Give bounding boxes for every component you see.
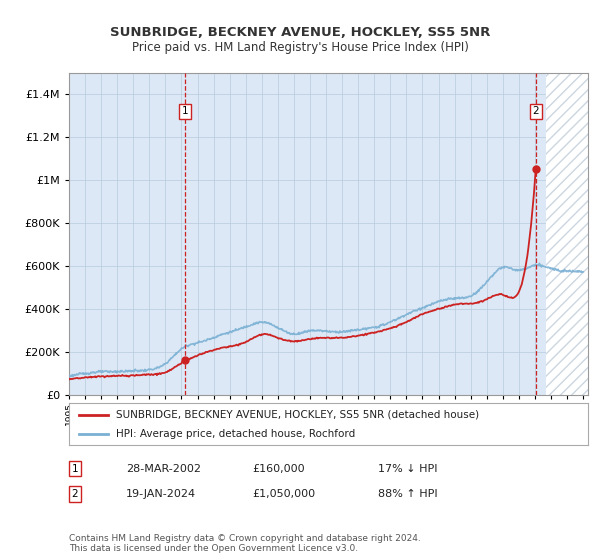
Text: £1,050,000: £1,050,000 [252,489,315,499]
Text: HPI: Average price, detached house, Rochford: HPI: Average price, detached house, Roch… [116,429,355,439]
Bar [546,73,588,395]
Text: 1: 1 [71,464,79,474]
Text: 28-MAR-2002: 28-MAR-2002 [126,464,201,474]
Text: 2: 2 [71,489,79,499]
Text: 88% ↑ HPI: 88% ↑ HPI [378,489,437,499]
Text: £160,000: £160,000 [252,464,305,474]
Text: 19-JAN-2024: 19-JAN-2024 [126,489,196,499]
Text: 17% ↓ HPI: 17% ↓ HPI [378,464,437,474]
Text: 2: 2 [532,106,539,116]
Bar [546,73,588,395]
Text: Price paid vs. HM Land Registry's House Price Index (HPI): Price paid vs. HM Land Registry's House … [131,41,469,54]
Text: Contains HM Land Registry data © Crown copyright and database right 2024.
This d: Contains HM Land Registry data © Crown c… [69,534,421,553]
Text: SUNBRIDGE, BECKNEY AVENUE, HOCKLEY, SS5 5NR: SUNBRIDGE, BECKNEY AVENUE, HOCKLEY, SS5 … [110,26,490,39]
Text: SUNBRIDGE, BECKNEY AVENUE, HOCKLEY, SS5 5NR (detached house): SUNBRIDGE, BECKNEY AVENUE, HOCKLEY, SS5 … [116,410,479,420]
Text: 1: 1 [182,106,188,116]
